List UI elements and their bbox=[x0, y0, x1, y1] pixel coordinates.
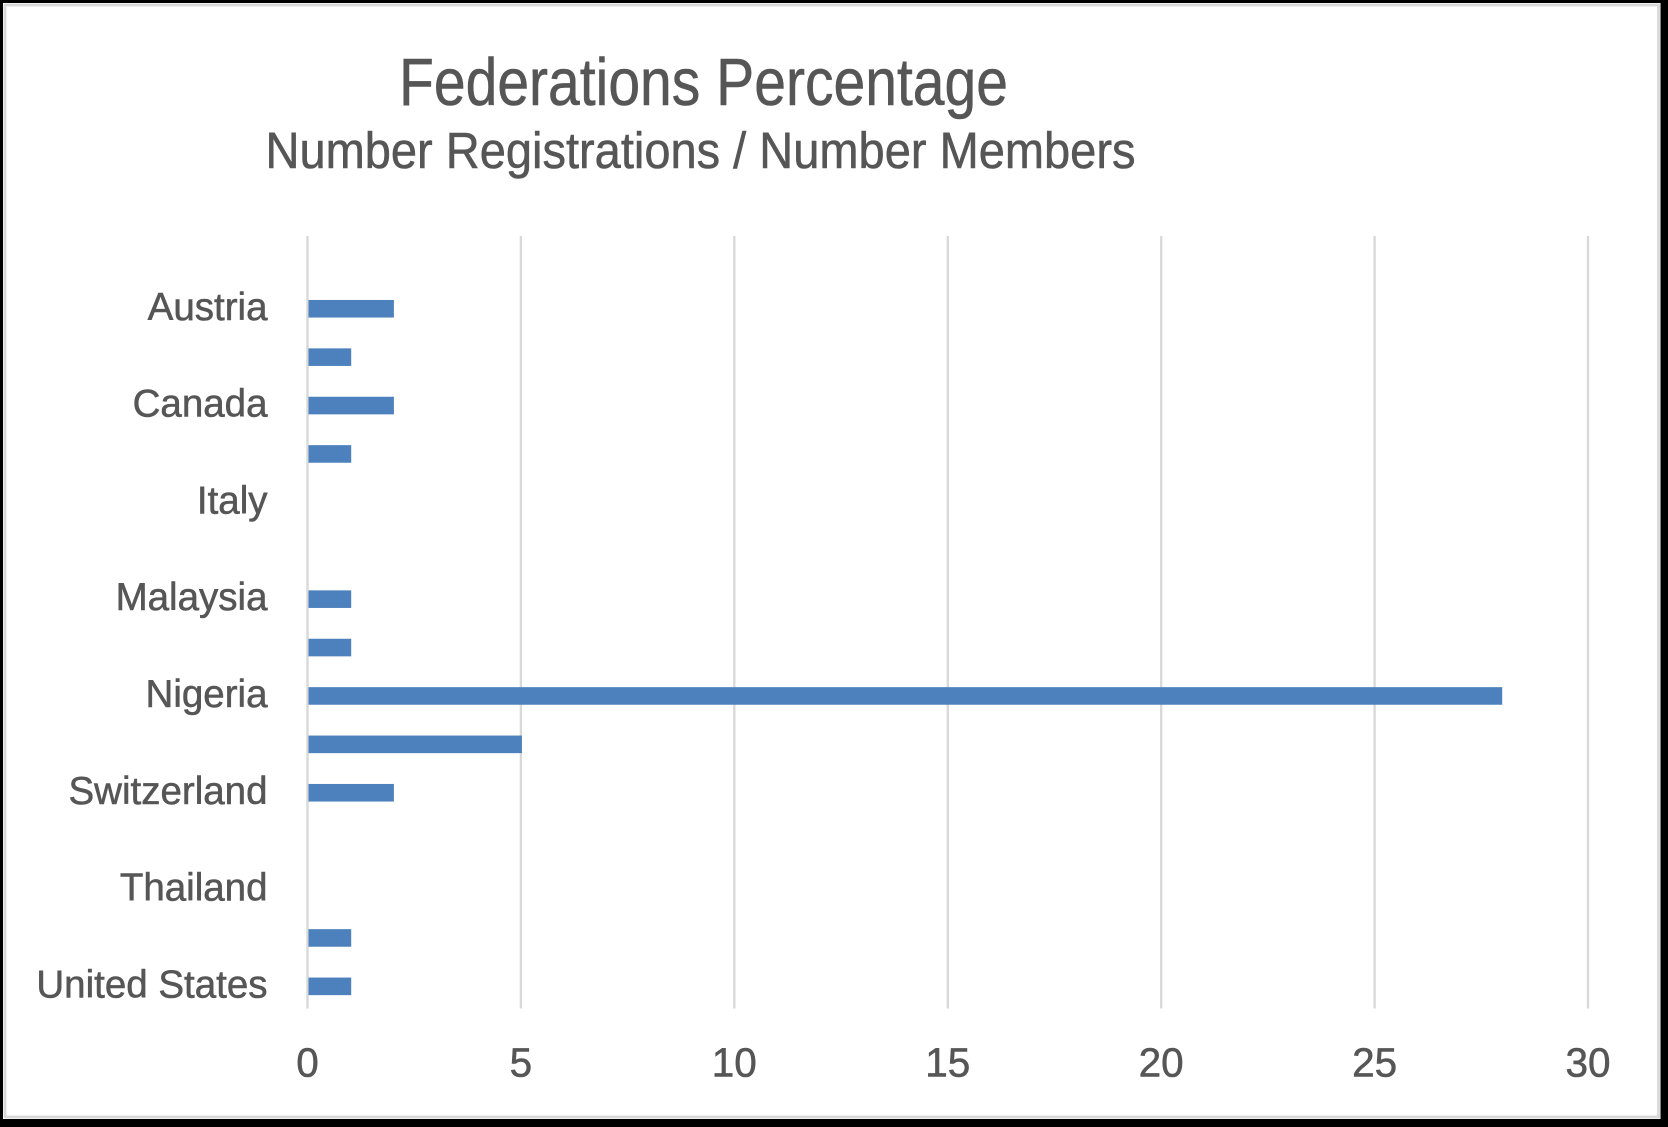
svg-text:Malaysia: Malaysia bbox=[116, 576, 269, 619]
svg-text:Number Registrations / Number: Number Registrations / Number Members bbox=[266, 122, 1136, 179]
svg-text:Federations Percentage: Federations Percentage bbox=[399, 46, 1008, 120]
svg-text:Italy: Italy bbox=[197, 479, 268, 522]
svg-text:Canada: Canada bbox=[133, 383, 268, 426]
svg-text:25: 25 bbox=[1352, 1040, 1397, 1086]
svg-text:Thailand: Thailand bbox=[120, 867, 268, 910]
svg-text:Nigeria: Nigeria bbox=[146, 673, 269, 716]
svg-text:10: 10 bbox=[712, 1040, 757, 1086]
svg-text:15: 15 bbox=[925, 1040, 970, 1086]
svg-text:5: 5 bbox=[510, 1040, 533, 1086]
svg-text:20: 20 bbox=[1139, 1040, 1184, 1086]
svg-text:United States: United States bbox=[36, 963, 267, 1006]
svg-text:30: 30 bbox=[1565, 1040, 1610, 1086]
svg-text:Switzerland: Switzerland bbox=[68, 770, 267, 813]
svg-text:Austria: Austria bbox=[148, 286, 268, 329]
svg-text:0: 0 bbox=[296, 1040, 319, 1086]
